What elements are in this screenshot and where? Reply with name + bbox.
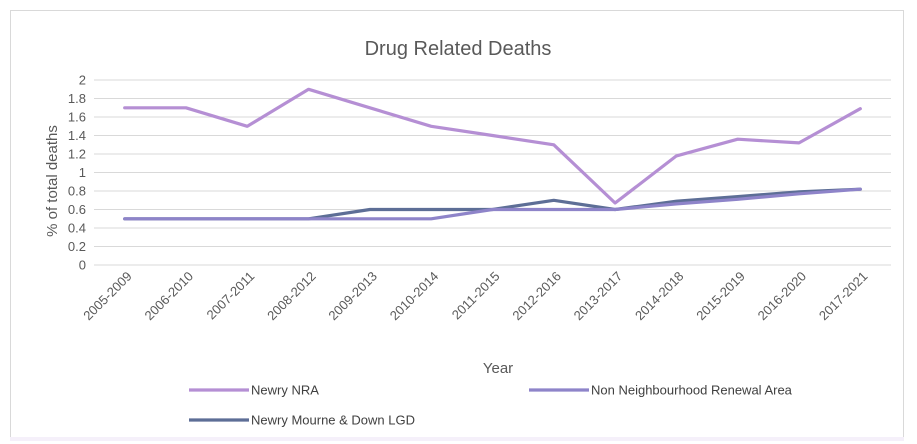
y-tick-label: 0 (79, 258, 86, 273)
x-tick-label: 2013-2017 (571, 269, 626, 324)
x-tick-label: 2010-2014 (387, 269, 442, 324)
y-tick-label: 2 (79, 73, 86, 88)
x-tick-label: 2011-2015 (449, 269, 503, 323)
y-tick-label: 1 (79, 165, 86, 180)
series-line-1 (123, 187, 862, 221)
y-axis-ticks: 0 0.2 0.4 0.6 0.8 1 1.2 1.4 1.6 1.8 2 (68, 73, 86, 273)
y-tick-label: 1.6 (68, 110, 86, 125)
gridlines (94, 79, 891, 266)
chart-frame: Drug Related Deaths 0 0.2 0.4 0.6 0.8 1 1.2 1.4… (10, 10, 904, 438)
x-tick-label: 2005-2009 (80, 269, 135, 324)
x-axis-label: Year (483, 360, 513, 377)
legend-label-2: Newry Mourne & Down LGD (251, 413, 415, 428)
y-tick-label: 0.2 (68, 239, 86, 254)
legend-label-1: Non Neighbourhood Renewal Area (591, 383, 793, 398)
y-tick-label: 0.4 (68, 221, 86, 236)
y-tick-label: 1.8 (68, 91, 86, 106)
y-axis-label: % of total deaths (44, 125, 61, 237)
chart-title: Drug Related Deaths (365, 38, 552, 60)
series-line-2 (123, 187, 862, 221)
bottom-strip (10, 437, 904, 441)
x-tick-label: 2014-2018 (632, 269, 687, 324)
y-tick-label: 1.4 (68, 128, 86, 143)
x-tick-label: 2012-2016 (509, 269, 564, 324)
y-tick-label: 0.6 (68, 202, 86, 217)
x-axis-ticks: 2005-2009 2006-2010 2007-2011 2008-2012 2009… (80, 269, 870, 324)
y-tick-label: 1.2 (68, 147, 86, 162)
series-lines (123, 87, 862, 221)
x-tick-label: 2015-2019 (693, 269, 748, 324)
line-chart: Drug Related Deaths 0 0.2 0.4 0.6 0.8 1 1.2 1.4… (44, 38, 891, 428)
x-tick-label: 2016-2020 (755, 269, 810, 324)
y-tick-label: 0.8 (68, 184, 86, 199)
x-tick-label: 2006-2010 (142, 269, 197, 324)
legend: Newry NRA Non Neighbourhood Renewal Area N… (189, 383, 793, 428)
legend-label-0: Newry NRA (251, 383, 319, 398)
x-tick-label: 2008-2012 (264, 269, 319, 324)
series-line-0 (123, 87, 862, 205)
x-tick-label: 2009-2013 (325, 269, 380, 324)
x-tick-label: 2007-2011 (203, 269, 257, 323)
x-tick-label: 2017-2021 (816, 269, 871, 324)
